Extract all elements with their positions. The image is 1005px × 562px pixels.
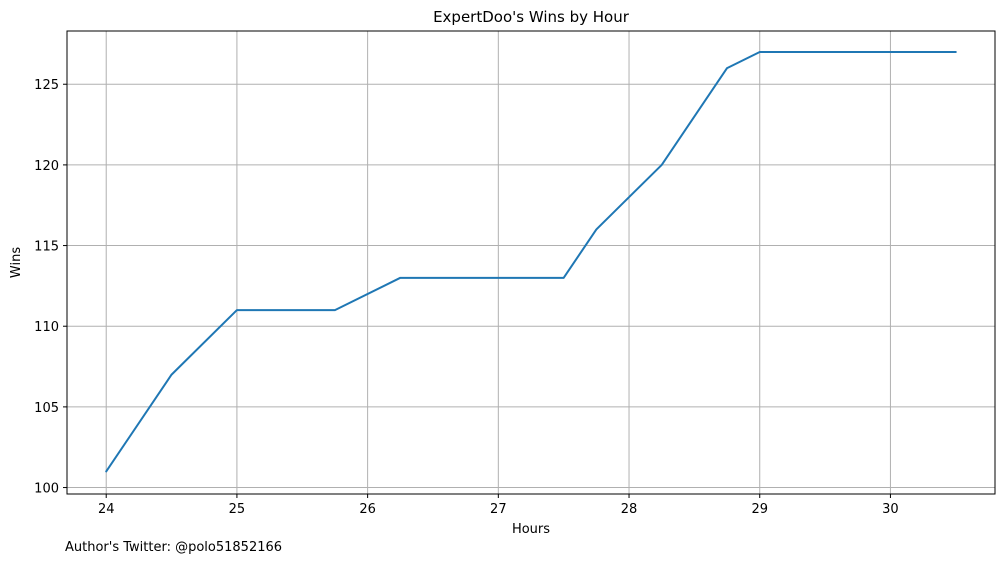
y-axis-title: Wins (9, 247, 24, 278)
x-tick-label: 26 (359, 502, 376, 517)
y-tick-label: 105 (34, 401, 59, 416)
x-tick-label: 30 (882, 502, 899, 517)
y-tick-label: 125 (34, 78, 59, 93)
chart-title: ExpertDoo's Wins by Hour (433, 8, 630, 26)
y-tick-label: 120 (34, 159, 59, 174)
axis-ticks: 24 25 26 27 28 29 30 100 105 110 115 120 125 (34, 78, 899, 517)
x-tick-label: 25 (229, 502, 246, 517)
x-tick-label: 27 (490, 502, 507, 517)
series-line-wins (105, 50, 957, 473)
x-axis-title: Hours (512, 522, 550, 537)
plot-area-frame (66, 30, 996, 495)
y-tick-label: 100 (34, 482, 59, 497)
author-credit: Author's Twitter: @polo51852166 (65, 540, 282, 555)
y-tick-label: 115 (34, 240, 59, 255)
x-tick-label: 29 (751, 502, 768, 517)
x-tick-label: 28 (621, 502, 638, 517)
grid (67, 31, 995, 494)
x-tick-label: 24 (98, 502, 115, 517)
y-tick-label: 110 (34, 320, 59, 335)
series-layer (105, 50, 957, 473)
